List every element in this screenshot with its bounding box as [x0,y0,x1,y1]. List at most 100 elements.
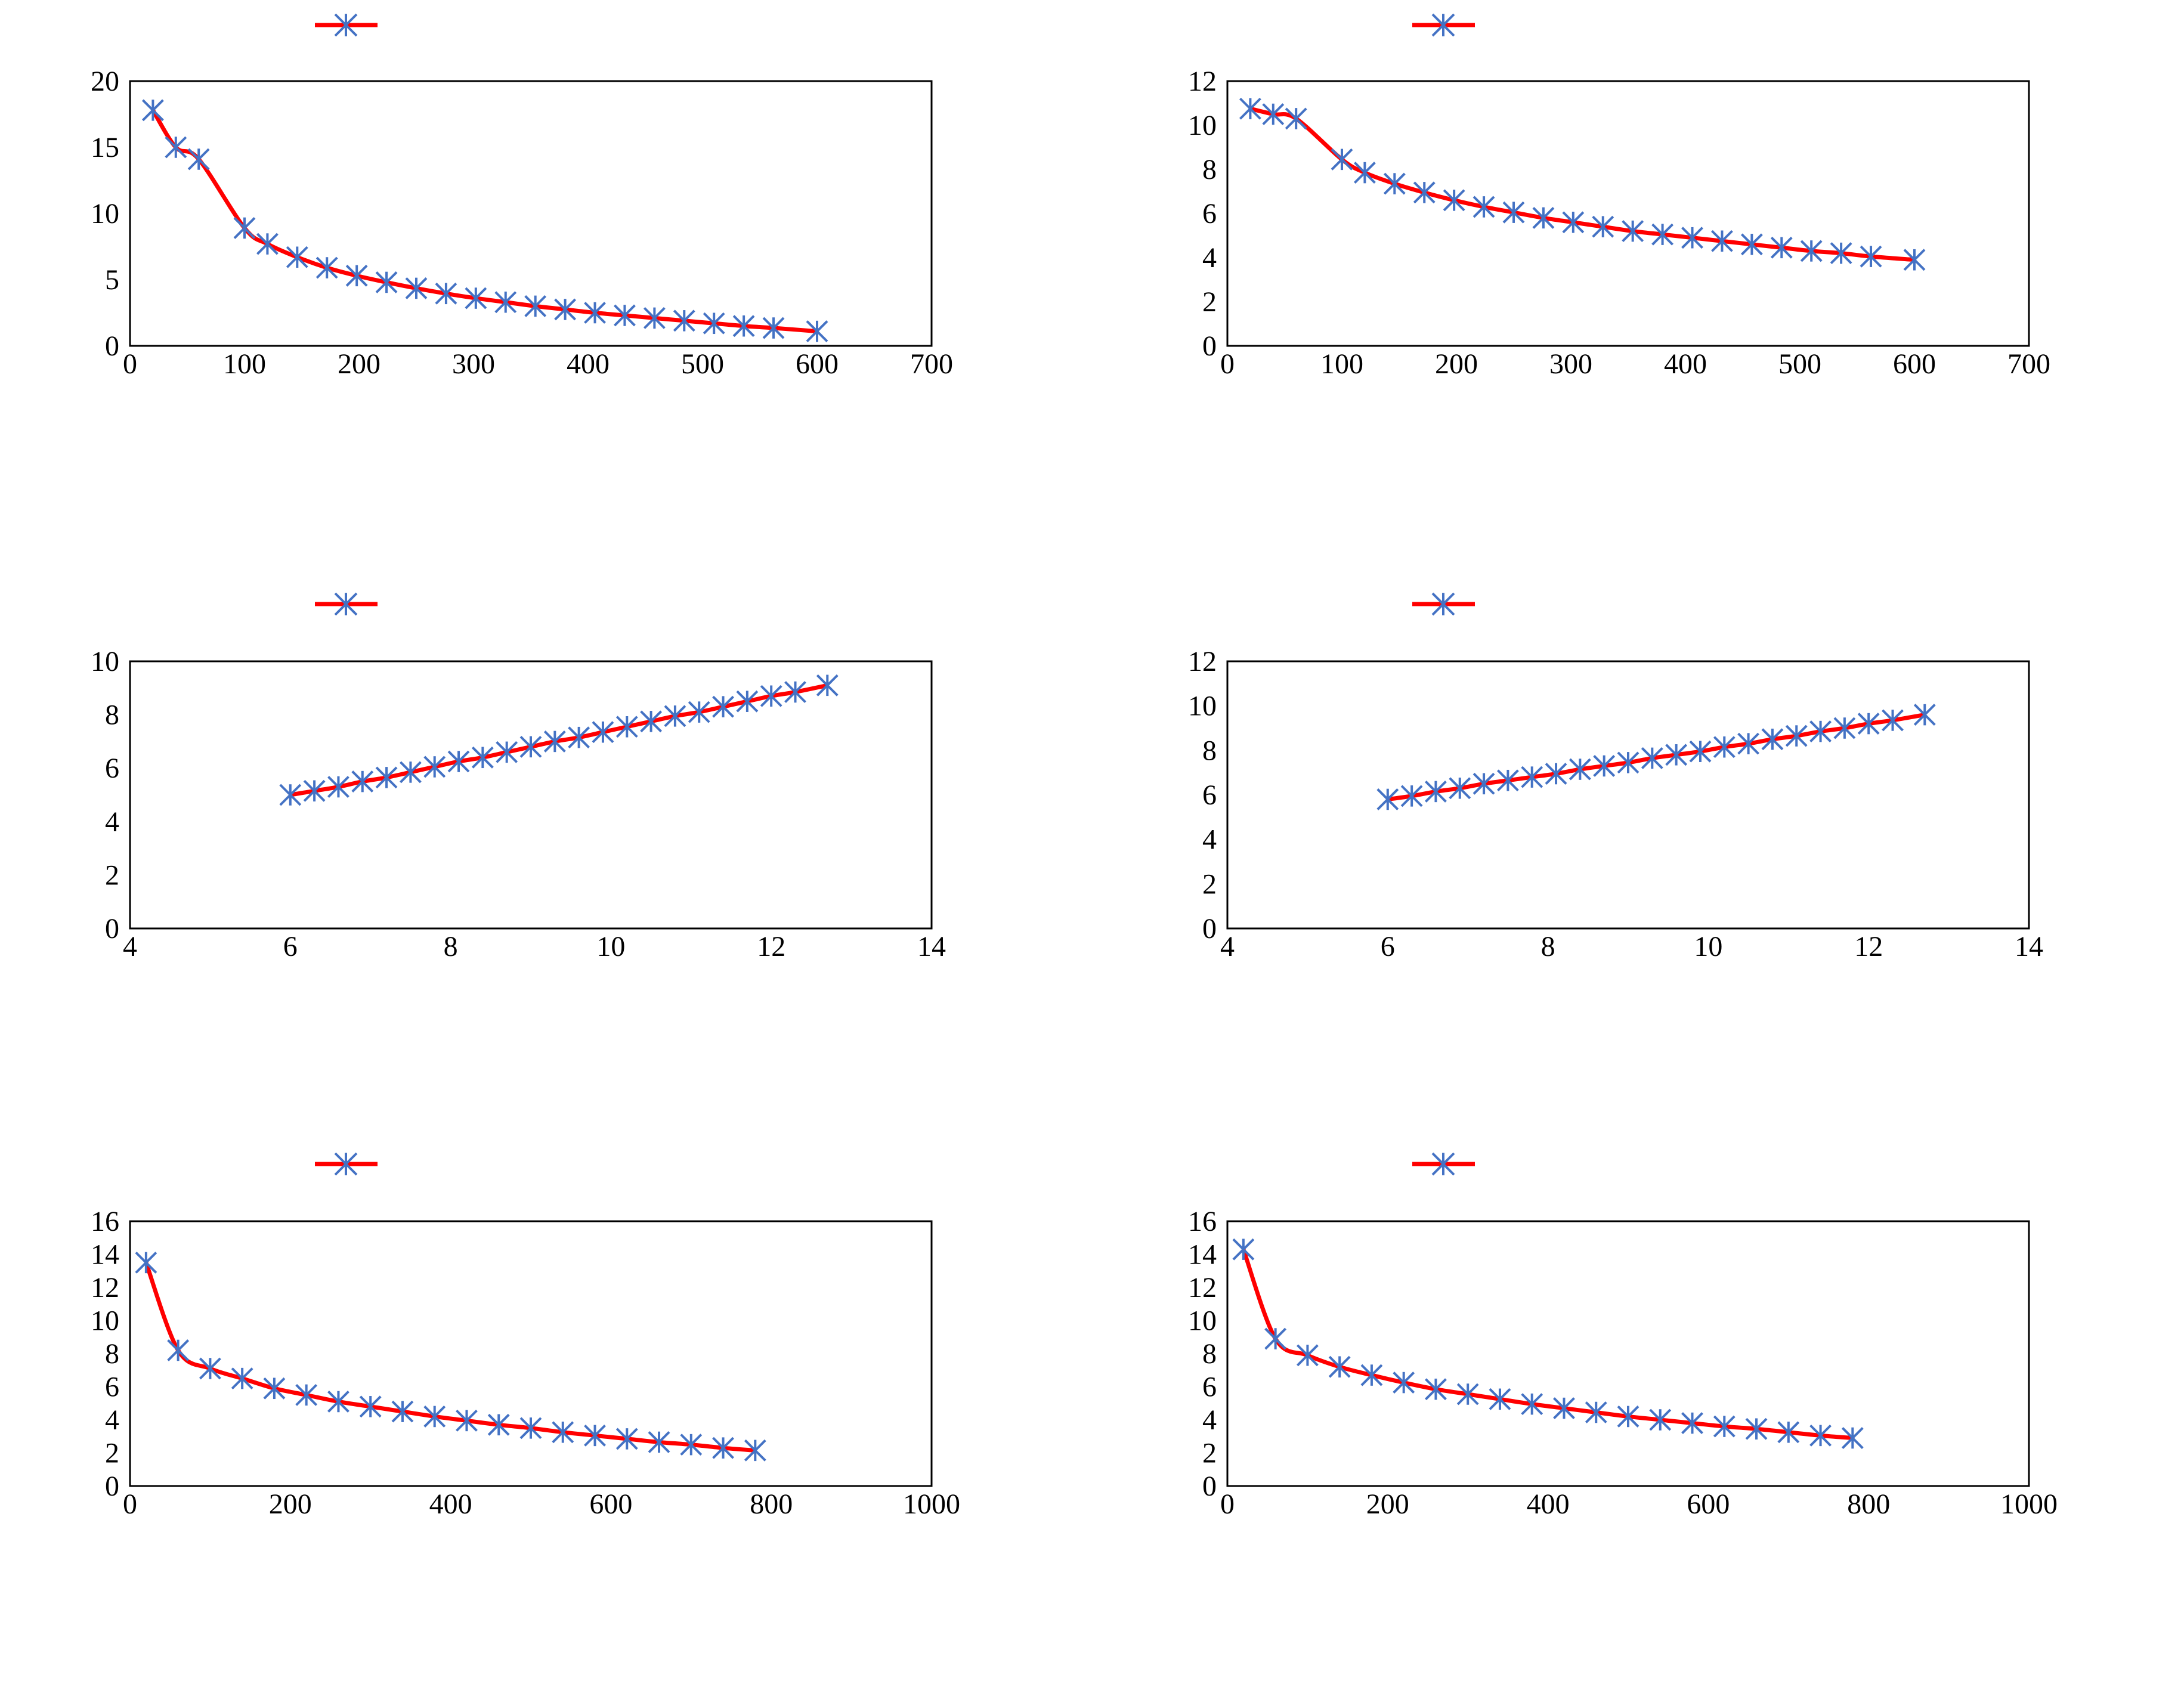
data-point [487,1413,510,1436]
data-point [447,750,470,773]
y-tick-label: 5 [105,264,119,296]
data-point [712,695,734,718]
data-point [703,312,725,335]
x-tick-label: 600 [1893,348,1936,380]
data-point [643,307,666,329]
data-point [187,148,210,171]
x-tick-label: 10 [596,931,625,962]
data-point [592,721,614,744]
data-point [1502,201,1525,224]
plot-area [129,1220,933,1487]
data-point [1665,744,1688,766]
y-tick-label: 4 [105,806,119,838]
data-point [584,1424,606,1447]
y-tick-label: 10 [91,646,119,677]
y-tick-label: 14 [91,1239,119,1271]
data-point [1331,148,1353,171]
x-tick-label: 600 [589,1488,632,1520]
y-tick-label: 2 [1202,1438,1217,1469]
data-point [1425,1378,1447,1401]
data-point [1585,1401,1607,1423]
legend-marker-icon [334,13,358,37]
x-tick-label: 6 [283,931,298,962]
data-point [1903,249,1926,271]
data-point [465,287,487,309]
y-tick-label: 12 [1188,1272,1217,1304]
data-point [524,295,547,317]
x-tick-label: 8 [1541,931,1555,962]
y-tick-label: 8 [105,699,119,731]
y-tick-label: 2 [105,1438,119,1469]
x-tick-label: 0 [1220,348,1235,380]
data-point [391,1400,414,1423]
y-tick-label: 10 [1188,691,1217,722]
data-point [1532,206,1555,229]
legend-marker-icon [334,592,358,616]
data-point [1809,720,1832,743]
data-point [664,705,686,727]
data-point [1360,1364,1383,1386]
data-point [744,1439,766,1462]
legend [315,592,378,616]
data-point [1496,769,1519,792]
data-point [1713,736,1736,759]
data-point [1681,227,1703,249]
data-point [519,735,542,758]
legend-marker-icon [1431,592,1455,616]
data-point [1383,172,1406,195]
data-point [1617,1406,1639,1428]
data-point [315,256,338,279]
data-point [423,1406,446,1428]
data-point [233,217,256,239]
data-point [471,746,494,769]
data-point [1651,223,1674,246]
y-tick-label: 15 [91,132,119,163]
data-point [435,282,457,305]
data-point [1689,740,1712,763]
x-tick-label: 200 [1366,1488,1409,1520]
series-line [1241,1248,1853,1441]
data-point [231,1367,253,1390]
y-tick-label: 4 [1202,824,1217,856]
data-point [1545,763,1567,785]
data-point [1569,758,1591,781]
y-tick-label: 6 [105,1372,119,1403]
data-point [568,726,590,749]
x-tick-label: 4 [123,931,137,962]
data-point [1353,162,1376,184]
data-point [1592,215,1614,238]
data-point [456,1409,478,1432]
legend-marker-icon [1431,1152,1455,1176]
data-point [762,317,785,339]
data-point [816,674,839,696]
x-tick-label: 400 [1527,1488,1570,1520]
data-point [784,681,806,703]
x-tick-label: 1000 [903,1488,960,1520]
data-point [1649,1408,1672,1431]
data-point [165,136,187,159]
x-tick-label: 300 [452,348,495,380]
data-point [615,716,638,738]
x-tick-label: 12 [1854,931,1883,962]
data-point [1809,1424,1832,1447]
data-point [1617,751,1639,774]
y-tick-label: 12 [1188,646,1217,677]
data-point [1711,230,1733,252]
data-point [736,690,759,713]
data-point [141,99,164,122]
data-point [263,1377,286,1400]
y-tick-label: 10 [1188,1305,1217,1337]
data-point [688,701,710,723]
x-tick-label: 8 [444,931,458,962]
x-tick-label: 200 [338,348,381,380]
y-tick-label: 6 [1202,198,1217,230]
y-tick-label: 0 [1202,913,1217,945]
data-point [279,784,302,806]
data-point [496,741,518,763]
x-tick-label: 14 [2015,931,2043,962]
y-tick-label: 2 [1202,868,1217,900]
x-tick-label: 400 [567,348,610,380]
chart-3: 0 2 4 6 8 10 4 6 8 10 12 14 [91,592,946,962]
